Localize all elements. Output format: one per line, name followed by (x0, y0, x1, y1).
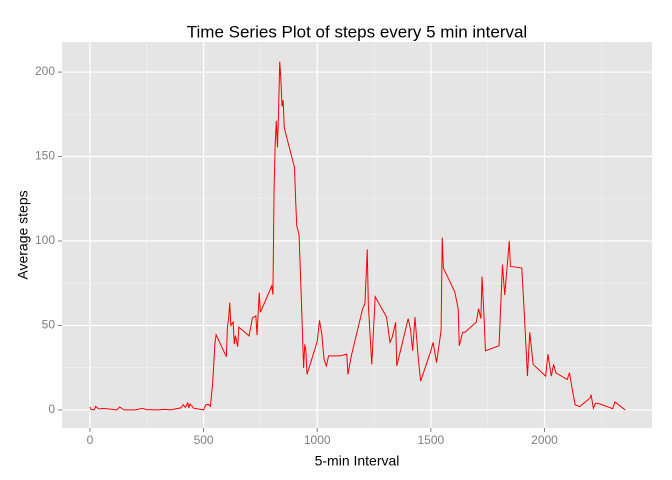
x-tick-label: 2000 (531, 433, 558, 447)
y-tick-label: 50 (42, 318, 56, 332)
x-tick-label: 500 (194, 433, 214, 447)
x-tick-label: 0 (87, 433, 94, 447)
y-tick-label: 100 (35, 233, 55, 247)
x-axis-label: 5-min Interval (315, 453, 400, 469)
y-tick-label: 0 (48, 402, 55, 416)
x-tick-label: 1500 (418, 433, 445, 447)
chart-title: Time Series Plot of steps every 5 min in… (187, 22, 527, 41)
y-tick-label: 150 (35, 149, 55, 163)
panel (62, 42, 652, 428)
line (89, 61, 626, 411)
y-tick-label: 200 (35, 64, 55, 78)
x-tick-label: 1000 (304, 433, 331, 447)
y-axis-label: Average steps (15, 190, 31, 279)
